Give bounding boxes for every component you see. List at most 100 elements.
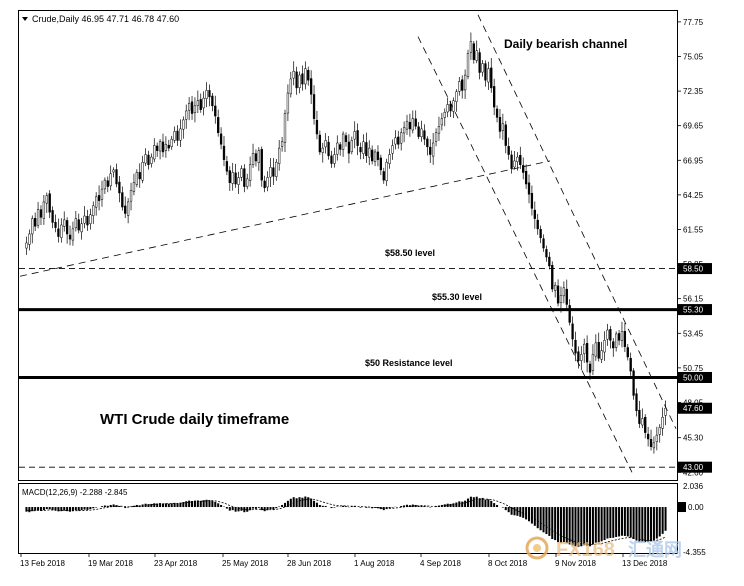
candle-body xyxy=(629,357,632,372)
candle-body xyxy=(400,132,403,144)
candle xyxy=(629,352,632,376)
candle xyxy=(362,134,365,160)
candle-body xyxy=(51,210,54,223)
candle xyxy=(359,142,362,160)
candle-body xyxy=(603,340,606,353)
candle-body xyxy=(431,142,435,157)
candle xyxy=(263,175,266,193)
last-price-tag: 47.60 xyxy=(683,404,704,413)
candle xyxy=(327,136,330,160)
candle xyxy=(318,130,322,155)
candle xyxy=(504,120,507,154)
candle-body xyxy=(362,141,365,154)
candle xyxy=(612,338,615,357)
candle xyxy=(289,71,292,98)
candle-body xyxy=(97,195,101,201)
candle xyxy=(641,408,644,429)
candle-body xyxy=(132,182,136,192)
candle xyxy=(339,141,342,156)
candle xyxy=(71,221,75,246)
candle xyxy=(443,108,446,127)
candle-body xyxy=(80,223,83,233)
candle xyxy=(187,97,191,121)
candle xyxy=(121,186,124,211)
candle xyxy=(106,176,109,193)
candle xyxy=(266,171,269,192)
candle-body xyxy=(193,105,197,113)
candle-body xyxy=(609,329,612,341)
candle-body xyxy=(554,284,557,291)
candle xyxy=(461,75,464,99)
candle-body xyxy=(620,331,624,341)
candle-body xyxy=(211,95,214,107)
candle-body xyxy=(350,140,353,153)
candle xyxy=(135,169,138,188)
candle-body xyxy=(580,354,583,361)
candle xyxy=(112,167,115,178)
candle-body xyxy=(278,147,281,164)
candle-body xyxy=(559,295,563,304)
candle xyxy=(617,329,621,346)
candle xyxy=(353,121,356,149)
candle-body xyxy=(28,233,31,245)
candle-body xyxy=(129,190,133,202)
candle xyxy=(228,166,231,191)
candle xyxy=(141,155,144,184)
candle xyxy=(156,142,159,157)
candle-body xyxy=(461,79,464,91)
candle-body xyxy=(251,152,255,165)
candle-body xyxy=(449,103,452,112)
candle xyxy=(585,335,589,373)
candle xyxy=(574,331,577,362)
candle xyxy=(103,177,107,194)
candle-body xyxy=(109,173,112,187)
candle xyxy=(124,196,127,219)
candle xyxy=(158,139,162,160)
candle xyxy=(580,346,583,371)
candle xyxy=(638,400,641,428)
candle xyxy=(57,218,60,243)
candle xyxy=(246,173,249,190)
candle xyxy=(324,133,327,154)
candle-body xyxy=(57,228,60,237)
price-tick-label: 69.65 xyxy=(683,122,704,131)
candle-body xyxy=(246,178,249,187)
candle xyxy=(307,66,310,86)
candle xyxy=(150,153,153,168)
candle-body xyxy=(426,138,429,148)
candle-body xyxy=(135,172,138,185)
candle xyxy=(434,128,438,147)
candle-body xyxy=(170,138,173,147)
candle-body xyxy=(365,142,368,157)
candle xyxy=(623,322,627,352)
level-tag-55.30: 55.30 xyxy=(683,306,704,315)
candle xyxy=(452,97,455,118)
candle xyxy=(626,344,629,361)
price-tick-label: 45.30 xyxy=(683,434,704,443)
candle-body xyxy=(312,94,316,119)
macd-tick-label: 0.00 xyxy=(688,503,704,512)
candle xyxy=(170,135,173,150)
candle-body xyxy=(164,144,168,151)
candle-body xyxy=(153,145,156,160)
candle xyxy=(536,213,539,235)
candle-body xyxy=(237,177,240,185)
price-tick-label: 75.05 xyxy=(683,52,704,61)
candle xyxy=(65,217,69,244)
candle xyxy=(202,91,205,116)
candle-body xyxy=(126,201,130,216)
candle xyxy=(420,120,423,142)
candle-body xyxy=(353,131,356,140)
candle xyxy=(466,49,470,80)
candle-body xyxy=(516,156,519,162)
candle-body xyxy=(542,238,545,249)
candle-body xyxy=(124,205,127,214)
candle-body xyxy=(437,126,441,134)
symbol-dropdown-icon[interactable] xyxy=(22,17,28,21)
candle-body xyxy=(275,161,278,177)
candle xyxy=(257,147,261,171)
candle xyxy=(475,40,478,64)
candle-body xyxy=(339,144,342,150)
candle-body xyxy=(182,119,185,130)
